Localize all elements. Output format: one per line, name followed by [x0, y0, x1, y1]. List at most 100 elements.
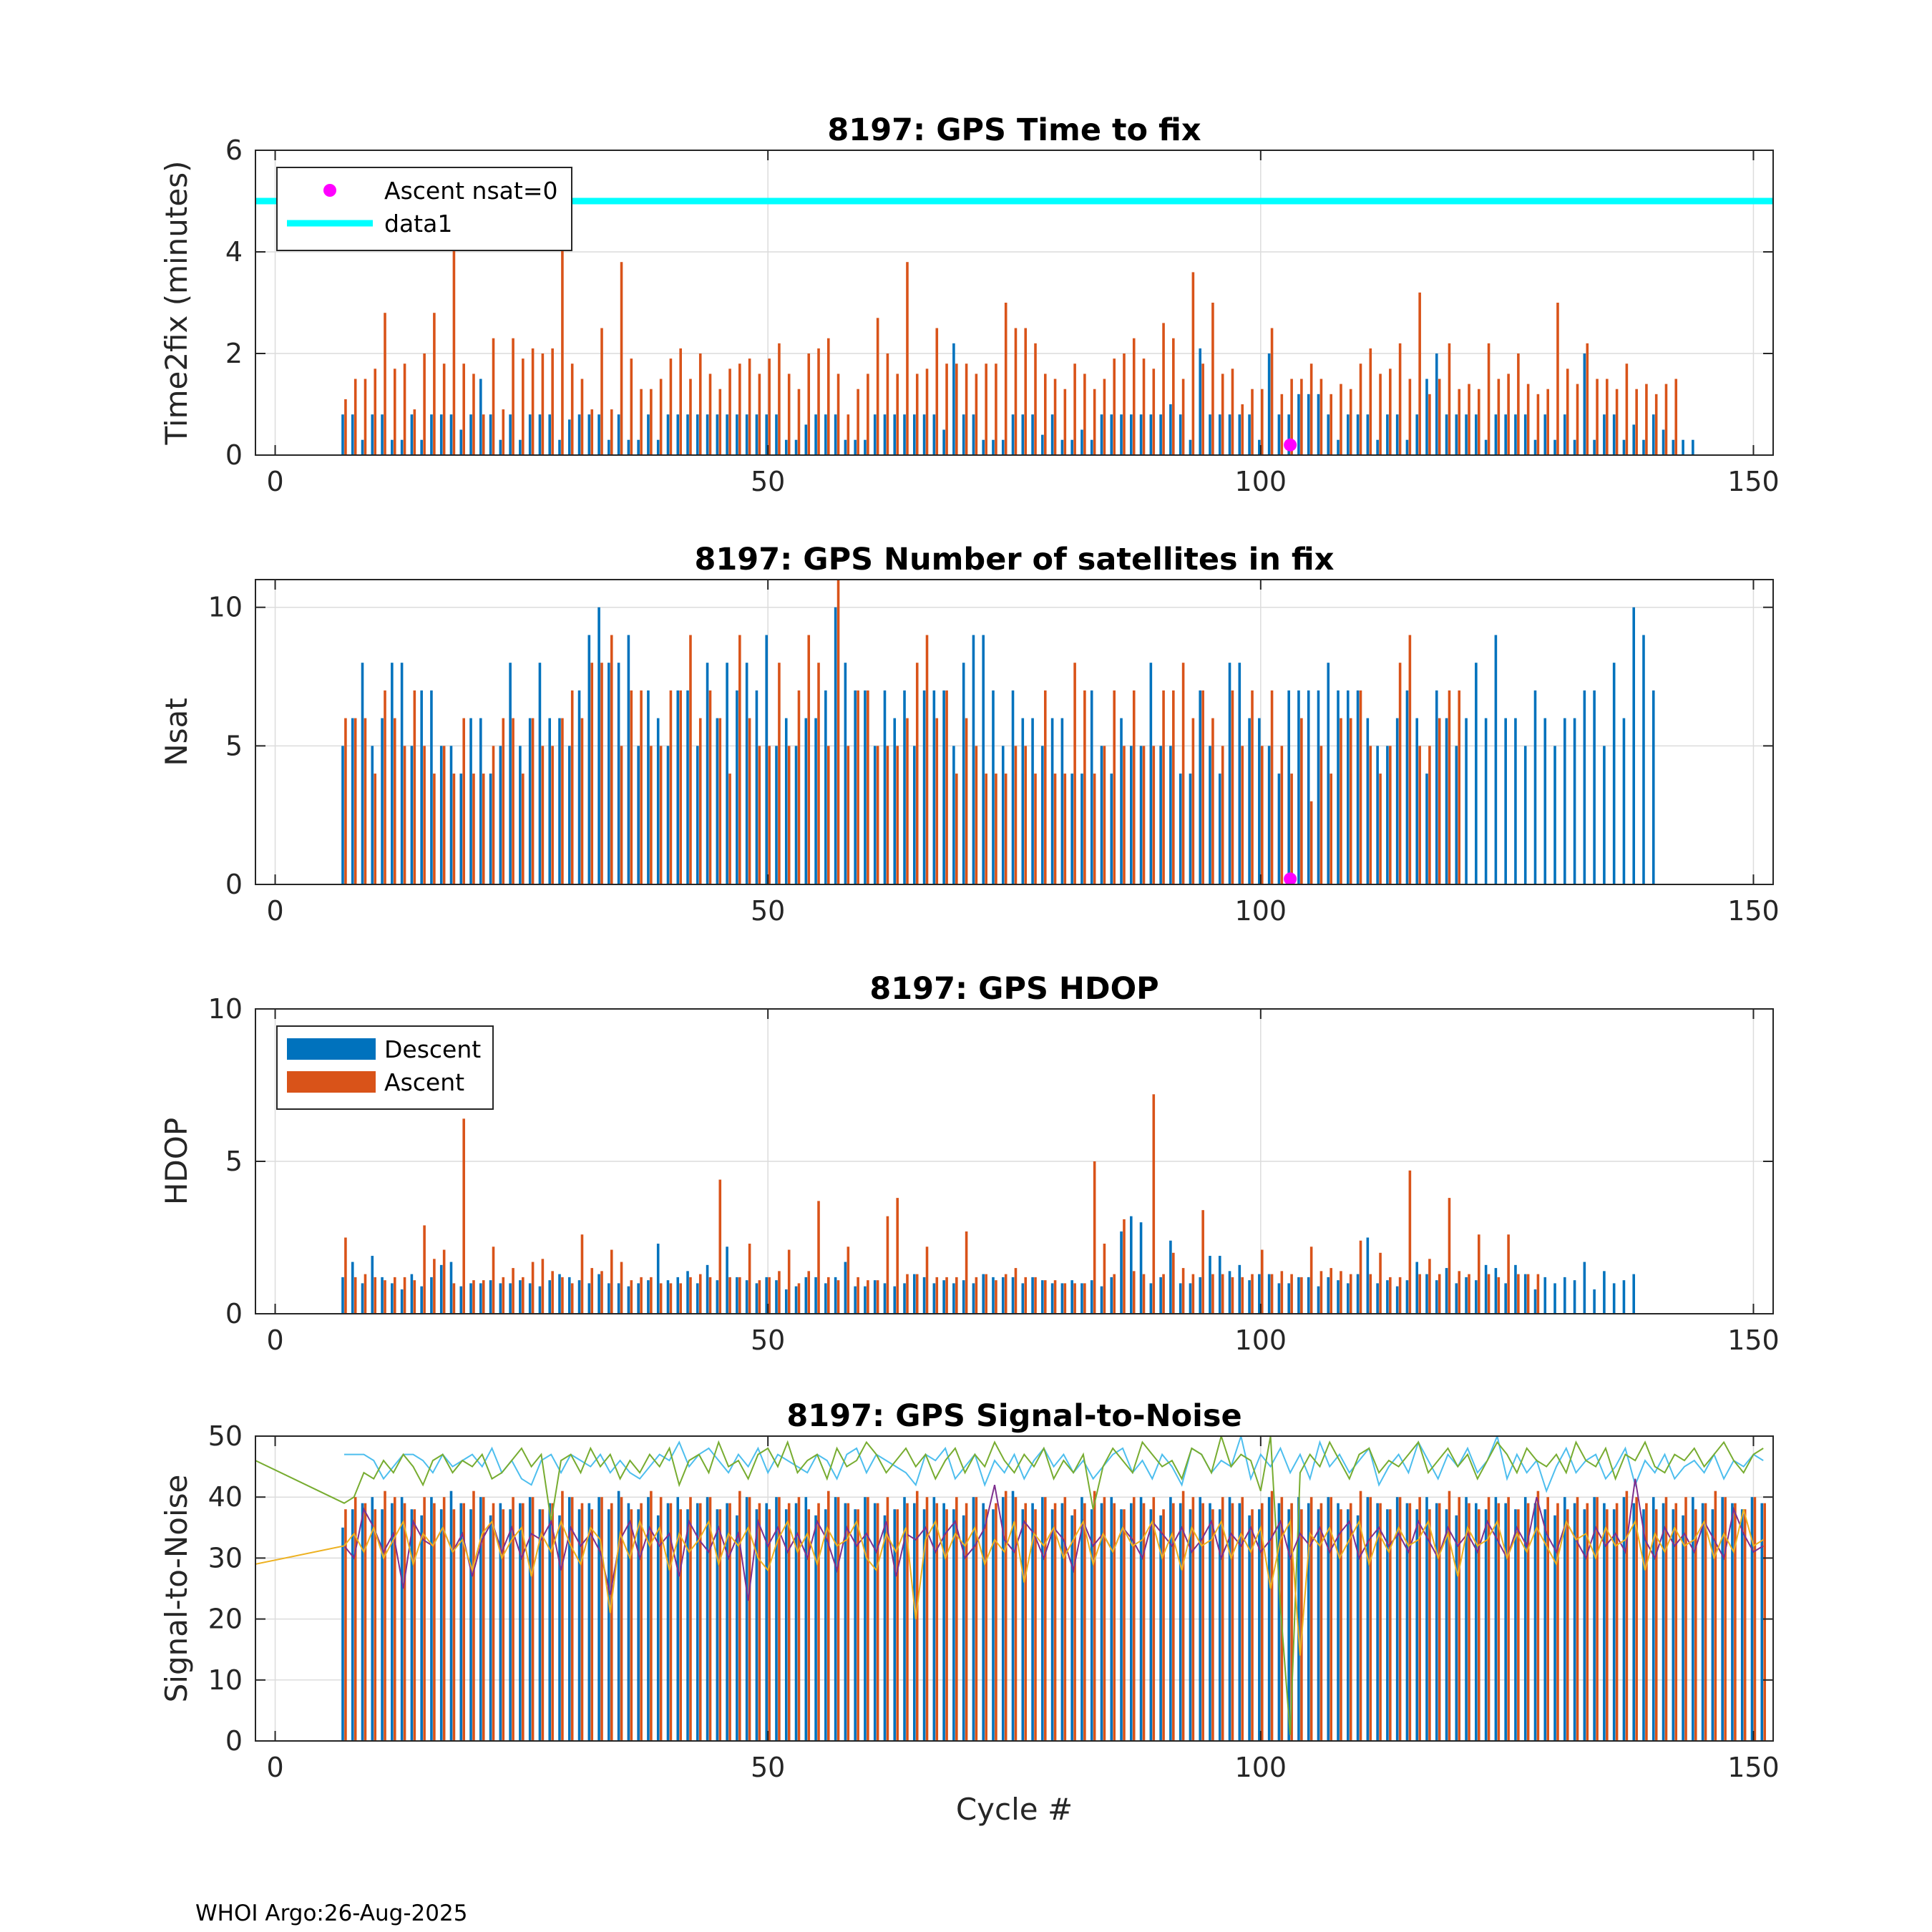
descent-bar	[567, 746, 571, 884]
ascent-bar	[590, 409, 594, 455]
descent-bar	[1395, 718, 1399, 884]
ascent-bar	[876, 318, 879, 455]
descent-bar	[1120, 1509, 1123, 1741]
ascent-bar	[452, 241, 456, 455]
ascent-bar	[442, 746, 446, 884]
ascent-bar	[1103, 1497, 1106, 1741]
descent-bar	[784, 439, 788, 455]
ascent-bar	[452, 774, 456, 884]
ascent-bar	[1309, 1246, 1313, 1314]
ascent-bar	[1330, 774, 1332, 884]
ascent-bar	[906, 1503, 909, 1741]
descent-bar	[597, 607, 600, 884]
ascent-bar	[472, 374, 475, 455]
descent-bar	[1523, 1497, 1527, 1741]
descent-bar	[1070, 1280, 1073, 1314]
descent-bar	[1533, 1503, 1537, 1741]
ascent-bar	[787, 374, 791, 455]
ascent-bar	[1319, 746, 1323, 884]
ascent-bar	[1260, 746, 1264, 884]
ascent-bar	[1664, 384, 1668, 455]
descent-bar	[972, 1497, 975, 1741]
ascent-bar	[965, 718, 968, 884]
descent-bar	[1494, 414, 1498, 455]
ascent-bar	[1142, 1274, 1146, 1314]
descent-bar	[1593, 439, 1596, 455]
descent-bar	[430, 690, 433, 884]
ascent-bar	[1211, 1274, 1214, 1314]
descent-bar	[1297, 1497, 1300, 1741]
ascent-bar	[1458, 389, 1461, 455]
ascent-bar	[1606, 1509, 1609, 1741]
ascent-bar	[1359, 690, 1362, 884]
descent-bar	[893, 1509, 897, 1741]
descent-bar	[1425, 379, 1428, 455]
ascent-bar	[600, 663, 603, 884]
descent-bar	[1465, 1497, 1468, 1741]
ascent-bar	[718, 1179, 722, 1314]
ascent-bar	[995, 1503, 997, 1741]
ascent-bar	[541, 353, 545, 455]
ascent-bar	[857, 1277, 859, 1314]
descent-bar	[528, 1283, 532, 1314]
descent-bar	[1189, 1283, 1192, 1314]
descent-bar	[1139, 746, 1143, 884]
ascent-bar	[531, 718, 535, 884]
ascent-bar	[836, 1497, 840, 1741]
descent-bar	[1553, 439, 1556, 455]
descent-bar	[794, 746, 798, 884]
ascent-bar	[393, 369, 396, 455]
descent-bar	[736, 1277, 738, 1314]
ascent-bar	[1517, 1274, 1520, 1314]
ascent-bar	[915, 1274, 919, 1314]
ascent-bar	[620, 262, 623, 455]
ascent-bar	[1526, 384, 1530, 455]
descent-bar	[608, 439, 610, 455]
ascent-bar	[1349, 718, 1352, 884]
descent-bar	[834, 607, 837, 884]
ascent-bar	[1113, 1274, 1116, 1314]
descent-bar	[1347, 414, 1350, 455]
ascent-bar	[1152, 369, 1156, 455]
ascent-bar	[1586, 343, 1589, 455]
ascent-bar	[1300, 1509, 1303, 1741]
descent-bar	[381, 414, 384, 455]
ascent-bar	[886, 1497, 889, 1741]
descent-bar	[942, 1503, 945, 1741]
descent-bar	[1060, 439, 1064, 455]
descent-bar	[903, 414, 906, 455]
ascent-bar	[344, 399, 347, 455]
ascent-bar	[462, 364, 465, 455]
descent-bar	[1662, 429, 1665, 455]
ascent-bar	[1586, 1503, 1589, 1741]
ascent-bar	[1093, 1161, 1096, 1314]
ascent-bar	[886, 1216, 889, 1314]
descent-bar	[1455, 1283, 1458, 1314]
descent-bar	[341, 746, 344, 884]
descent-bar	[1317, 690, 1320, 884]
ascent-bar	[1093, 389, 1096, 455]
ascent-bar	[590, 663, 594, 884]
ascent-bar	[1635, 389, 1638, 455]
descent-bar	[371, 746, 374, 884]
descent-bar	[439, 1264, 443, 1314]
descent-bar	[430, 1277, 433, 1314]
descent-bar	[1652, 690, 1655, 884]
ascent-bar	[630, 1509, 633, 1741]
descent-bar	[1327, 414, 1330, 455]
ascent-bar	[817, 663, 820, 884]
ascent-bar	[787, 746, 791, 884]
ascent-bar	[1172, 338, 1175, 455]
descent-bar	[1248, 414, 1251, 455]
ascent-bar	[1379, 1252, 1382, 1314]
ascent-bar	[659, 1497, 663, 1741]
ascent-bar	[669, 690, 673, 884]
descent-bar	[755, 414, 758, 455]
ascent-bar	[1201, 364, 1204, 455]
chart-title: 8197: GPS Signal-to-Noise	[786, 1398, 1241, 1434]
ascent-bar	[1408, 1503, 1412, 1741]
ascent-bar	[1536, 1274, 1540, 1314]
ascent-bar	[1063, 389, 1067, 455]
descent-bar	[627, 439, 630, 455]
ascent-bar	[1063, 774, 1067, 884]
